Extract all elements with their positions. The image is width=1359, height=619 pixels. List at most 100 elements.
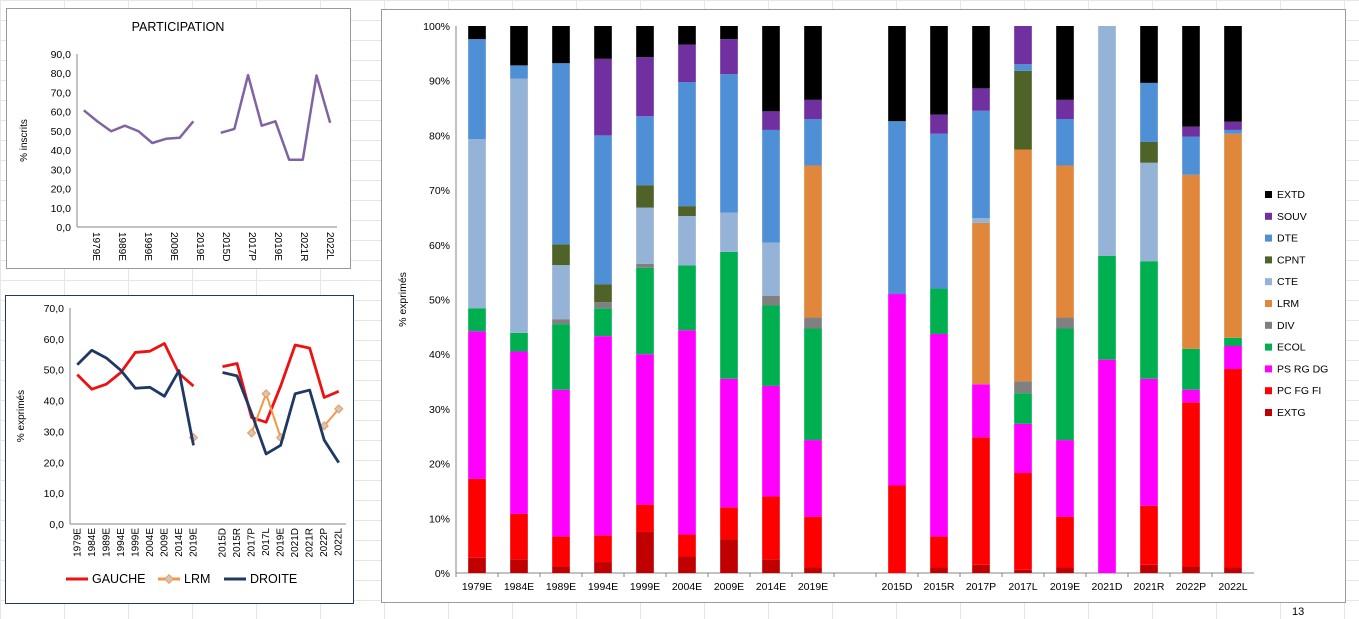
bar-segment-souv (1014, 26, 1032, 65)
lrm-marker (261, 389, 271, 399)
bar-segment-ecol (1014, 393, 1032, 424)
bar-segment-pc-fg-fi (636, 504, 654, 532)
legend-label: ECOL (1277, 342, 1306, 354)
blocs-line-chart: 0,0 10,0 20,0 30,0 40,0 50,0 60,0 70,0 % exprimé… (16, 303, 346, 586)
blocs-line-chart-panel[interactable]: 0,0 10,0 20,0 30,0 40,0 50,0 60,0 70,0 % exprimé… (5, 295, 354, 604)
x-tick-label: 2004E (672, 581, 702, 593)
bar-segment-extg (552, 566, 570, 573)
legend-label: DTE (1277, 233, 1298, 245)
bar-segment-ps-rg-dg (930, 333, 948, 537)
bar-segment-lrm (1014, 149, 1032, 382)
y-tick-label: 60% (429, 240, 450, 252)
x-tick-label: 2022P (1176, 581, 1206, 593)
x-tick-label: 2009E (714, 581, 744, 593)
x-tick-label: 1999E (142, 232, 153, 261)
y-tick-label: 20,0 (51, 184, 72, 196)
x-tick-label: 2019E (272, 232, 283, 261)
bar-segment-ecol (636, 267, 654, 355)
bar-segment-extd (972, 26, 990, 89)
y-tick-label: 10,0 (51, 203, 72, 215)
x-tick-label: 2021D (1092, 581, 1123, 593)
x-tick-label: 2022L (334, 528, 345, 556)
bar-segment-pc-fg-fi (720, 507, 738, 540)
bar-segment-extg (1014, 569, 1032, 573)
y-tick-label: 10,0 (44, 488, 65, 500)
x-tick-label: 2009E (159, 528, 170, 557)
x-tick-label: 1989E (101, 528, 112, 557)
bar-segment-dte (930, 133, 948, 289)
legend-swatch (1265, 343, 1272, 351)
x-tick-label: 2015R (924, 581, 955, 593)
x-tick-label: 1979E (90, 232, 101, 261)
bar-segment-dte (804, 118, 822, 166)
stacked-bar-chart-panel[interactable]: 0% 10% 20% 30% 40% 50% 60% 70% 80% 90% 100% % expri… (381, 9, 1346, 603)
y-tick-label: 20,0 (44, 457, 65, 469)
y-tick-label: 40,0 (51, 145, 72, 157)
legend-swatch (1265, 409, 1272, 416)
chart-title: PARTICIPATION (132, 20, 225, 34)
bar-segment-dte (678, 82, 696, 207)
bar-segment-extg (804, 567, 822, 573)
bar-segment-dte (972, 110, 990, 218)
x-tick-label: 1994E (588, 581, 618, 593)
bar-segment-souv (972, 88, 990, 111)
y-tick-label: 50,0 (51, 126, 72, 138)
bar-segment-div (1056, 317, 1074, 329)
bar-segment-ecol (1224, 337, 1242, 346)
bar-segment-extd (888, 26, 906, 122)
bar-segment-pc-fg-fi (972, 437, 990, 565)
bar-segment-ecol (678, 265, 696, 331)
bar-segment-ecol (1098, 255, 1116, 360)
bar-segment-extg (1224, 567, 1242, 573)
bar-segment-extg (720, 539, 738, 573)
x-tick-label: 2017L (261, 528, 272, 556)
y-tick-label: 0,0 (56, 222, 71, 234)
x-tick-label: 2014E (756, 581, 786, 593)
bar-segment-dte (1224, 129, 1242, 134)
y-axis-label: % inscrits (19, 119, 30, 162)
legend-label: CPNT (1277, 254, 1306, 266)
bar-segment-souv (1056, 99, 1074, 119)
x-tick-label: 2017P (247, 528, 258, 557)
bar-segment-pc-fg-fi (552, 536, 570, 567)
x-tick-label: 2015D (218, 528, 229, 557)
x-tick-label: 2019E (194, 232, 205, 261)
bar-segment-extd (468, 26, 486, 40)
bar-segment-pc-fg-fi (678, 534, 696, 557)
bar-segment-souv (636, 57, 654, 117)
x-tick-label: 2021R (1134, 581, 1165, 593)
bar-segment-cte (636, 207, 654, 264)
x-tick-label: 2017L (1008, 581, 1037, 593)
lrm-marker (319, 421, 329, 431)
bar-segment-souv (930, 114, 948, 134)
x-tick-label: 2014E (174, 528, 185, 557)
bar-segment-dte (762, 129, 780, 243)
bar-segment-ps-rg-dg (678, 330, 696, 535)
y-tick-label: 60,0 (44, 334, 65, 346)
bar-segment-ecol (930, 288, 948, 334)
bar-segment-ecol (804, 328, 822, 441)
bar-segment-ps-rg-dg (1014, 423, 1032, 473)
participation-chart-panel[interactable]: PARTICIPATION 0,0 10,0 20,0 30,0 40,0 50,0 60,… (6, 8, 351, 269)
bar-segment-ecol (552, 324, 570, 390)
bar-segment-div (594, 302, 612, 309)
bar-segment-extd (552, 26, 570, 64)
gauche-line (76, 342, 195, 391)
bar-segment-cte (1098, 26, 1116, 256)
bar-segment-ecol (762, 305, 780, 386)
y-tick-label: 30,0 (51, 164, 72, 176)
x-tick-label: 1984E (504, 581, 534, 593)
legend-label: CTE (1277, 276, 1298, 288)
y-tick-label: 40,0 (44, 396, 65, 408)
y-tick-label: 70% (429, 185, 450, 197)
y-tick-label: 60,0 (51, 107, 72, 119)
y-axis-label: % exprimés (397, 272, 409, 327)
bar-segment-ps-rg-dg (972, 384, 990, 438)
bar-segment-ps-rg-dg (1098, 359, 1116, 573)
bar-segment-dte (1014, 64, 1032, 71)
bar-segment-cpnt (594, 284, 612, 303)
x-tick-label: 1989E (116, 232, 127, 261)
legend-swatch (1265, 300, 1272, 307)
bar-segment-cpnt (552, 244, 570, 266)
bar-segment-dte (552, 63, 570, 245)
